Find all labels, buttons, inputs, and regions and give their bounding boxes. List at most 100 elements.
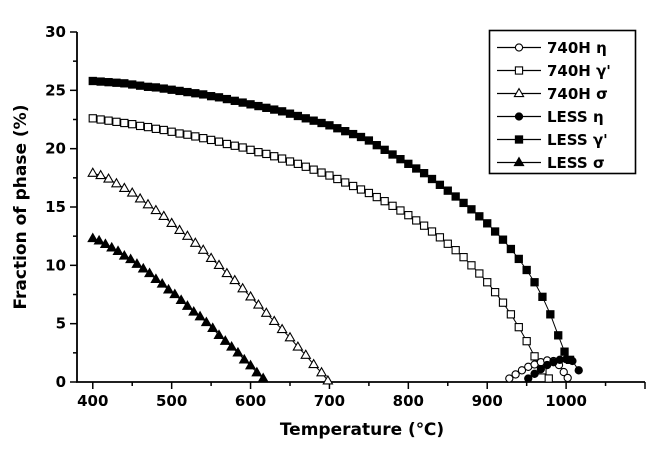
square-marker: [451, 192, 460, 201]
legend-label: LESS η: [547, 108, 604, 126]
square-marker: [151, 83, 161, 92]
triangle-marker: [252, 298, 264, 309]
square-marker: [254, 148, 263, 157]
legend-entry-740h-gamma-prime: 740H γ': [497, 62, 611, 80]
triangle-marker: [158, 210, 170, 220]
square-marker: [514, 254, 523, 264]
tick-labels: 400 500 600 700 800 900 1000 0 5 10 15 20 25 30: [45, 23, 587, 410]
circle-marker: [536, 365, 546, 374]
square-marker: [522, 337, 531, 346]
y-tick-label: 5: [56, 315, 66, 333]
square-marker: [396, 206, 405, 215]
square-marker: [317, 118, 326, 128]
y-tick-label: 0: [56, 373, 66, 391]
square-marker: [175, 129, 184, 138]
square-marker: [467, 261, 476, 270]
triangle-marker: [175, 294, 187, 304]
square-marker: [135, 81, 145, 90]
square-marker: [348, 181, 358, 191]
square-marker: [238, 98, 247, 107]
square-marker: [120, 118, 129, 128]
y-axis-title: Fraction of phase (%): [11, 104, 31, 310]
y-tick-label: 15: [45, 198, 66, 216]
square-marker: [364, 188, 374, 198]
triangle-marker: [110, 177, 122, 188]
triangle-marker: [118, 249, 130, 260]
square-marker: [277, 107, 287, 116]
legend-label: LESS γ': [547, 131, 608, 149]
square-marker: [143, 82, 153, 91]
square-marker: [544, 374, 553, 383]
triangle-marker: [237, 282, 249, 293]
square-marker: [514, 135, 524, 144]
square-marker: [277, 154, 287, 163]
square-marker: [309, 116, 318, 125]
square-marker: [483, 219, 492, 228]
circle-marker: [505, 374, 514, 383]
square-marker: [475, 212, 484, 221]
square-marker: [506, 244, 516, 254]
square-marker: [364, 136, 374, 145]
triangle-marker: [137, 262, 149, 273]
square-marker: [175, 86, 184, 96]
legend-label: 740H σ: [547, 85, 608, 103]
triangle-marker: [169, 288, 181, 299]
square-marker: [128, 120, 137, 129]
triangle-marker: [181, 300, 193, 310]
square-marker: [270, 152, 279, 161]
square-marker: [388, 150, 397, 159]
triangle-marker: [251, 366, 263, 377]
circle-marker: [530, 369, 539, 378]
triangle-marker: [292, 340, 304, 351]
square-marker: [396, 155, 405, 164]
square-marker: [404, 159, 413, 168]
triangle-marker: [134, 192, 146, 203]
y-tick-label: 30: [45, 23, 66, 41]
triangle-marker: [245, 359, 257, 370]
triangle-marker: [245, 290, 257, 301]
triangle-marker: [150, 273, 162, 283]
square-marker: [301, 162, 310, 171]
square-marker: [372, 141, 381, 150]
square-marker: [530, 352, 539, 361]
square-marker: [104, 78, 113, 87]
square-marker: [475, 269, 484, 278]
square-marker: [522, 265, 531, 275]
triangle-marker: [126, 186, 138, 197]
square-marker: [104, 116, 113, 125]
square-marker: [222, 94, 232, 104]
square-marker: [143, 122, 153, 132]
square-marker: [443, 239, 452, 248]
square-marker: [498, 235, 508, 244]
legend-box: [488, 29, 637, 175]
triangle-marker: [205, 252, 217, 262]
triangle-marker: [162, 283, 175, 294]
square-marker: [380, 145, 389, 154]
triangle-marker: [213, 259, 225, 269]
y-tick-label: 25: [45, 81, 66, 99]
legend-label: 740H η: [547, 39, 607, 57]
triangle-marker: [156, 277, 168, 288]
square-marker: [435, 180, 445, 189]
triangle-marker: [257, 372, 269, 383]
triangle-marker: [322, 374, 334, 385]
legend-entry-740h-eta: 740H η: [497, 39, 607, 57]
triangle-marker: [181, 230, 193, 240]
triangle-marker: [99, 238, 111, 248]
square-marker: [435, 233, 445, 242]
triangle-marker: [188, 305, 200, 316]
triangle-marker: [118, 182, 130, 192]
square-marker: [246, 145, 255, 154]
square-marker: [514, 323, 523, 332]
square-marker: [404, 211, 413, 220]
square-marker: [490, 227, 500, 236]
triangle-marker: [260, 307, 272, 317]
triangle-marker: [93, 234, 105, 245]
triangle-marker: [87, 232, 99, 243]
square-marker: [159, 125, 168, 135]
square-marker: [325, 171, 334, 180]
square-marker: [427, 174, 437, 184]
square-marker: [191, 89, 200, 98]
square-marker: [191, 132, 200, 141]
